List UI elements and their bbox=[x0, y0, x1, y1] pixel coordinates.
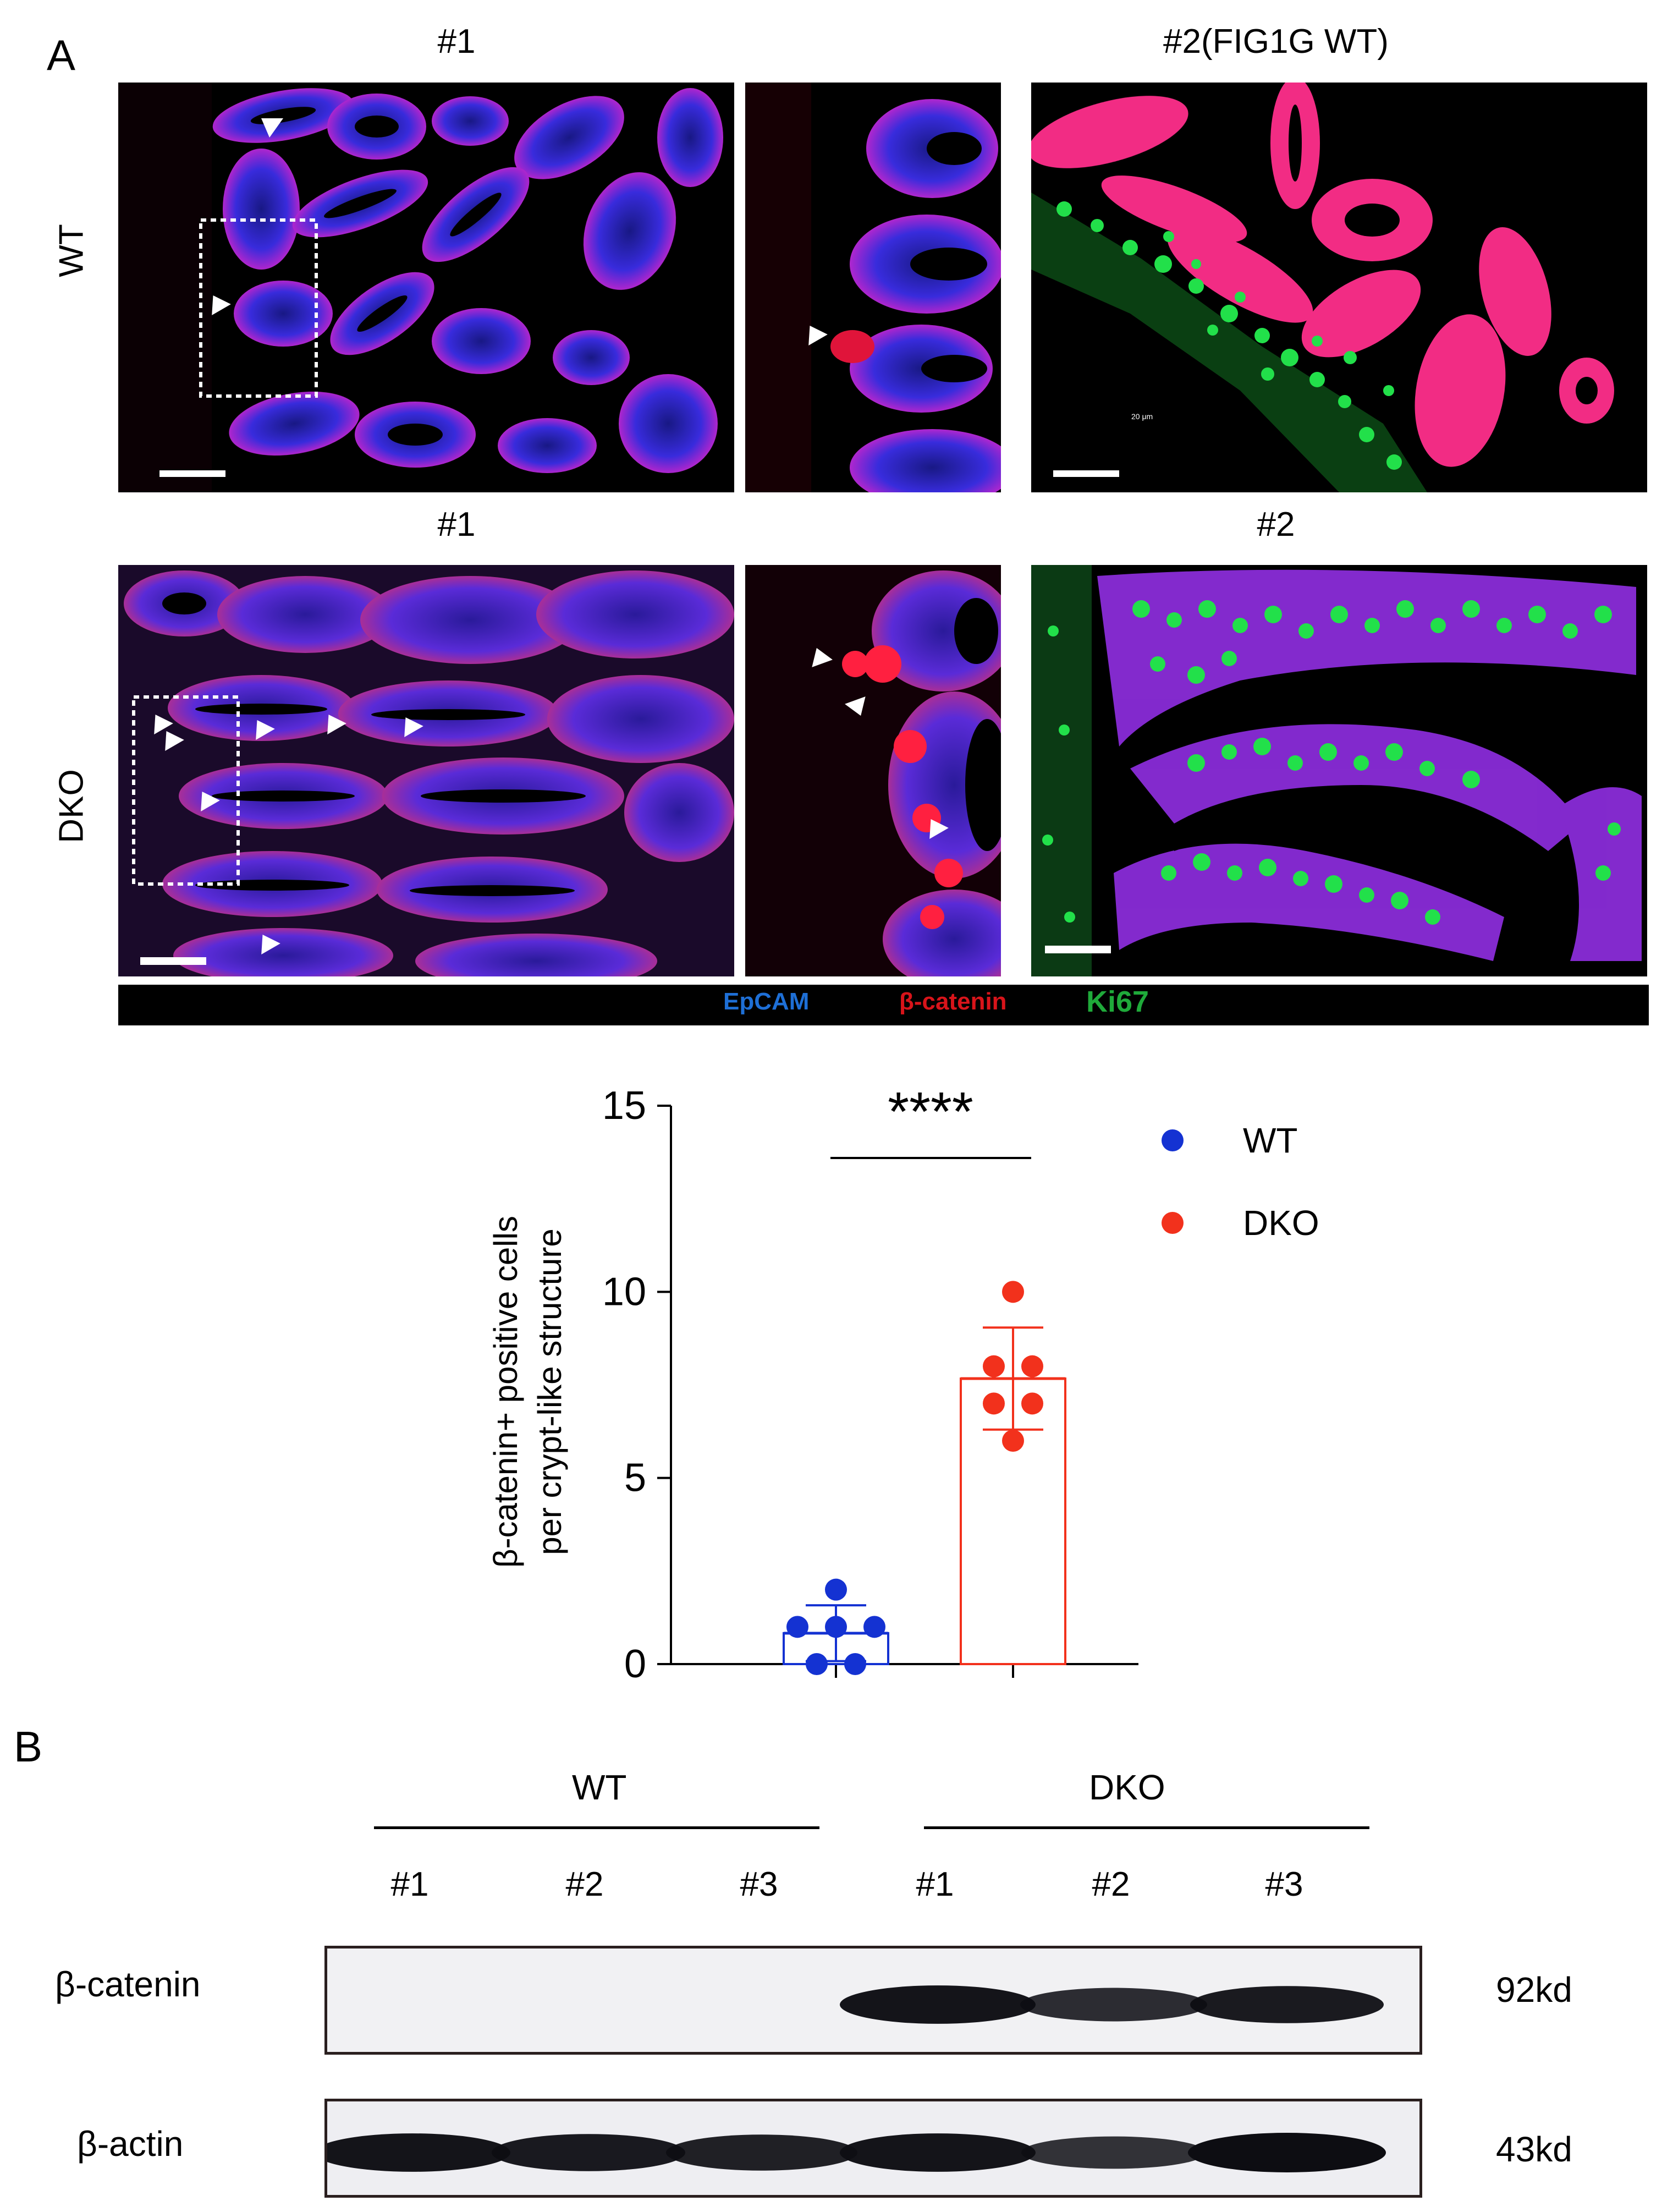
panel-b-letter: B bbox=[14, 1722, 43, 1771]
blot-band bbox=[1188, 2133, 1386, 2172]
lane-label: #3 bbox=[1265, 1865, 1303, 1903]
legend-marker-wt bbox=[1162, 1129, 1184, 1151]
data-point-wt bbox=[863, 1616, 885, 1638]
blot-label-bactin: β-actin bbox=[77, 2124, 184, 2164]
legend-ki67: Ki67 bbox=[1086, 985, 1149, 1018]
y-tick-label: 0 bbox=[624, 1642, 646, 1686]
significance-stars: **** bbox=[888, 1081, 973, 1143]
legend-label-wt: WT bbox=[1243, 1121, 1298, 1160]
lane-label: #2 bbox=[565, 1865, 604, 1903]
blot-size-bcatenin: 92kd bbox=[1496, 1970, 1572, 2010]
legend-marker-dko bbox=[1162, 1212, 1184, 1234]
chart-ylabel-line2: per crypt-like structure bbox=[531, 1228, 568, 1555]
blot-band bbox=[492, 2134, 685, 2171]
wt-group-label: WT bbox=[572, 1768, 627, 1807]
y-tick-label: 10 bbox=[602, 1270, 646, 1314]
scale-bar-text: 20 μm bbox=[1131, 412, 1153, 421]
data-point-dko bbox=[983, 1355, 1005, 1377]
lane-label: #1 bbox=[390, 1865, 429, 1903]
y-tick-label: 15 bbox=[602, 1084, 646, 1128]
wt-micrograph-zoom bbox=[745, 83, 1001, 492]
blot-label-bcatenin: β-catenin bbox=[55, 1964, 201, 2004]
data-point-dko bbox=[1002, 1430, 1024, 1452]
blot-band bbox=[666, 2134, 857, 2171]
blot-size-bactin: 43kd bbox=[1496, 2129, 1572, 2169]
dko-right-title: #2 bbox=[1257, 506, 1295, 544]
legend-bcatenin: β-catenin bbox=[899, 988, 1007, 1015]
blot-bcatenin bbox=[324, 1946, 1422, 2055]
wt-group-line bbox=[374, 1826, 819, 1829]
blot-band bbox=[840, 2133, 1036, 2172]
data-point-dko bbox=[1002, 1281, 1024, 1303]
wt-micrograph-overview bbox=[118, 83, 734, 492]
blot-band bbox=[1021, 2136, 1206, 2169]
data-point-dko bbox=[1021, 1392, 1043, 1415]
data-point-dko bbox=[1021, 1355, 1043, 1377]
y-tick-label: 5 bbox=[624, 1456, 646, 1500]
dko-left-title: #1 bbox=[437, 506, 476, 544]
stain-legend-bar: EpCAM β-catenin Ki67 bbox=[118, 985, 1649, 1025]
wt-left-title: #1 bbox=[437, 23, 476, 61]
lane-label: #1 bbox=[916, 1865, 954, 1903]
data-point-wt bbox=[806, 1653, 828, 1675]
dko-group-label: DKO bbox=[1089, 1768, 1165, 1807]
data-point-dko bbox=[983, 1392, 1005, 1415]
wt-micrograph-ki67: 20 μm bbox=[1031, 83, 1647, 492]
data-point-wt bbox=[844, 1653, 866, 1675]
chart-ylabel-line1: β-catenin+ positive cells bbox=[487, 1216, 524, 1568]
scale-bar bbox=[159, 470, 225, 477]
blot-bactin bbox=[315, 2099, 1422, 2198]
wt-row-label: WT bbox=[52, 224, 91, 277]
dko-row-label: DKO bbox=[52, 769, 91, 843]
dko-micrograph-zoom bbox=[745, 565, 1001, 976]
blot-band bbox=[315, 2133, 510, 2172]
lane-label: #2 bbox=[1092, 1865, 1130, 1903]
bcatenin-count-chart: 0 5 10 15 β-catenin+ positive cells per cry… bbox=[487, 1081, 1319, 1686]
blot-band bbox=[840, 1985, 1036, 2024]
blot-band bbox=[1020, 1988, 1207, 2022]
data-point-wt bbox=[825, 1616, 847, 1638]
data-point-wt bbox=[825, 1578, 847, 1601]
panel-a-letter: A bbox=[47, 31, 76, 79]
data-point-wt bbox=[786, 1616, 808, 1638]
wt-right-title: #2(FIG1G WT) bbox=[1163, 23, 1389, 61]
dko-group-line bbox=[924, 1826, 1369, 1829]
legend-epcam: EpCAM bbox=[723, 988, 810, 1015]
dko-micrograph-ki67 bbox=[1031, 565, 1647, 976]
blot-band bbox=[1190, 1986, 1384, 2023]
dko-micrograph-overview bbox=[118, 565, 734, 976]
lane-label: #3 bbox=[740, 1865, 778, 1903]
legend-label-dko: DKO bbox=[1243, 1203, 1319, 1243]
